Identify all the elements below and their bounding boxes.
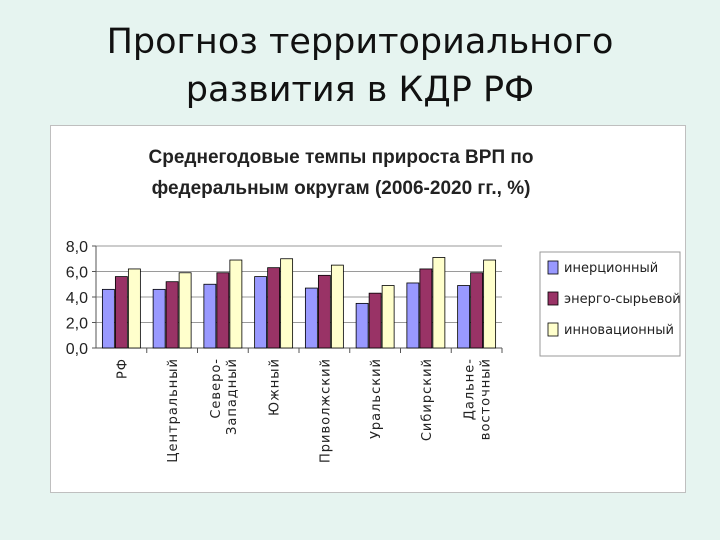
bar [254,276,268,349]
bar [457,285,471,349]
bar [355,302,369,349]
x-category-label: Сибирский [420,358,435,441]
x-category-label: РФ [115,358,130,379]
slide-title: Прогноз территориального развития в КДР … [0,18,720,114]
slide-title-line2: развития в КДР РФ [185,70,535,110]
legend-swatch [547,322,559,337]
bar [330,264,344,349]
y-tick-label: 2,0 [66,316,88,333]
bar [280,258,294,349]
x-category-label: Центральный [166,358,181,463]
x-category-label: восточный [479,358,494,440]
legend-label: инерционный [564,261,658,276]
bar [127,268,141,349]
bar [229,259,243,349]
x-category-label: Северо- [209,358,224,419]
bar [470,272,484,349]
bar [368,292,382,349]
legend-swatch [547,260,559,275]
bar [317,274,331,349]
x-category-label: Приволжский [318,358,333,463]
bar [483,259,497,349]
x-category-label: Уральский [369,358,384,439]
slide-title-line1: Прогноз территориального [106,22,614,62]
bar [381,285,395,349]
bar [304,287,318,349]
bar [432,257,446,349]
y-tick-label: 4,0 [66,290,88,307]
y-tick-label: 6,0 [66,265,88,282]
chart-title-line1: Среднегодовые темпы прироста ВРП по [148,147,534,168]
bar [101,288,115,349]
bar [152,288,166,349]
x-category-label: Западный [225,358,240,435]
bar [267,267,281,349]
bar [419,268,433,349]
chart-title: Среднегодовые темпы прироста ВРП по феде… [56,142,626,204]
bar [406,282,420,349]
bar [203,283,217,349]
bar [216,272,230,349]
x-category-label: Дальне- [463,358,478,420]
legend-box [539,251,681,357]
legend-label: инновационный [564,323,674,338]
bar [114,276,128,349]
y-tick-label: 0,0 [66,341,88,358]
chart-title-line2: федеральным округам (2006-2020 гг., %) [151,178,531,199]
bar [178,272,192,349]
x-category-label: Южный [268,358,283,416]
bar [165,281,179,349]
legend-swatch [547,291,559,306]
y-tick-label: 8,0 [66,239,88,256]
legend-label: энерго-сырьевой [564,292,681,307]
